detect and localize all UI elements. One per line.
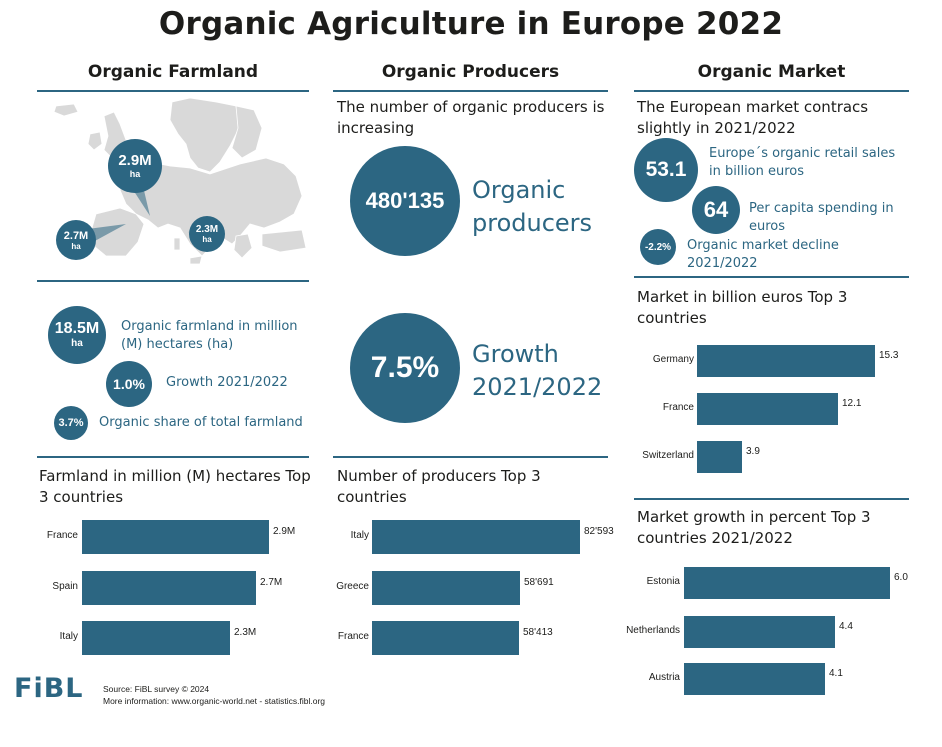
market-per-capita-label: Per capita spending in euros: [749, 201, 894, 234]
page-title: Organic Agriculture in Europe 2022: [158, 6, 784, 42]
chart-title-farmland: Farmland in million (M) hectares Top 3 c…: [39, 467, 311, 506]
bar-category-label: Spain: [52, 581, 78, 592]
bar-value-label: 58'413: [523, 627, 553, 638]
bar: [697, 393, 838, 425]
map-turkey: [261, 229, 307, 253]
more-info-note: More information: www.organic-world.net …: [103, 696, 326, 706]
map-callout-spain: 2.7M ha: [56, 220, 96, 260]
bar-value-label: 2.3M: [234, 627, 257, 638]
map-scandinavia: [169, 97, 241, 173]
bar-category-label: Italy: [59, 631, 78, 642]
bar: [684, 567, 890, 599]
divider: [333, 456, 608, 458]
farmland-share-circle: 3.7%: [54, 406, 88, 440]
chart-title-producers: Number of producers Top 3 countries: [337, 467, 541, 506]
bar: [684, 663, 825, 695]
farmland-total-circle: 18.5M ha: [48, 306, 106, 364]
divider: [37, 456, 309, 458]
bar-category-label: Estonia: [646, 576, 680, 587]
market-decline-label: Organic market decline 2021/2022: [687, 238, 839, 271]
map-sicily: [189, 255, 203, 265]
bar: [372, 520, 580, 554]
bar: [697, 345, 875, 377]
market-decline-circle: -2.2%: [640, 229, 676, 265]
bar-value-label: 2.9M: [273, 526, 296, 537]
bar: [82, 520, 269, 554]
divider: [634, 90, 909, 92]
bar: [372, 621, 519, 655]
bar-value-label: 58'691: [524, 577, 554, 588]
farmland-total-label: Organic farmland in million (M) hectares…: [121, 319, 298, 352]
farmland-share-label: Organic share of total farmland: [99, 415, 303, 430]
europe-map: [53, 97, 307, 265]
bar: [82, 621, 230, 655]
producers-intro: The number of organic producers is incre…: [337, 98, 605, 137]
bar: [684, 616, 835, 648]
map-sardinia: [173, 237, 181, 251]
bar-category-label: France: [337, 631, 369, 642]
bar-category-label: France: [46, 530, 78, 541]
bar-value-label: 12.1: [842, 398, 862, 409]
bar-value-label: 4.1: [829, 668, 843, 679]
bar-value-label: 3.9: [746, 446, 760, 457]
fibl-logo: FiBL: [14, 673, 84, 704]
column-heading-farmland: Organic Farmland: [87, 62, 259, 82]
divider: [634, 276, 909, 278]
map-finland: [231, 105, 263, 159]
map-greece: [233, 233, 253, 259]
bar-category-label: Austria: [648, 672, 680, 683]
map-callout-france: 2.9M ha: [108, 139, 162, 193]
bar-value-label: 2.7M: [260, 577, 283, 588]
column-heading-market: Organic Market: [697, 62, 846, 82]
bar: [372, 571, 520, 605]
producers-growth-circle: 7.5%: [350, 313, 460, 423]
farmland-growth-label: Growth 2021/2022: [166, 375, 288, 390]
bar-category-label: Greece: [336, 581, 369, 592]
map-ireland: [87, 131, 103, 151]
producers-growth-label: Growth 2021/2022: [472, 340, 603, 401]
divider: [634, 498, 909, 500]
bar: [82, 571, 256, 605]
chart-title-market-growth: Market growth in percent Top 3 countries…: [637, 508, 871, 547]
producers-count-circle: 480'135: [350, 146, 460, 256]
market-sales-label: Europe´s organic retail sales in billion…: [709, 146, 896, 179]
market-intro: The European market contracs slightly in…: [637, 98, 869, 137]
map-callout-italy: 2.3M ha: [189, 216, 225, 252]
bar-value-label: 82'593: [584, 526, 614, 537]
chart-title-market: Market in billion euros Top 3 countries: [637, 288, 848, 327]
bar-category-label: Netherlands: [626, 625, 680, 636]
producers-count-label: Organic producers: [472, 176, 593, 237]
divider: [37, 280, 309, 282]
farmland-growth-circle: 1.0%: [106, 361, 152, 407]
source-note: Source: FiBL survey © 2024: [103, 684, 210, 694]
column-heading-producers: Organic Producers: [381, 62, 560, 82]
bar-value-label: 6.0: [894, 572, 908, 583]
market-per-capita-circle: 64: [692, 186, 740, 234]
bar-value-label: 4.4: [839, 621, 853, 632]
divider: [37, 90, 309, 92]
bar-category-label: Italy: [350, 530, 369, 541]
bar-value-label: 15.3: [879, 350, 899, 361]
divider: [333, 90, 608, 92]
map-iceland: [53, 103, 79, 117]
bar: [697, 441, 742, 473]
market-sales-circle: 53.1: [634, 138, 698, 202]
